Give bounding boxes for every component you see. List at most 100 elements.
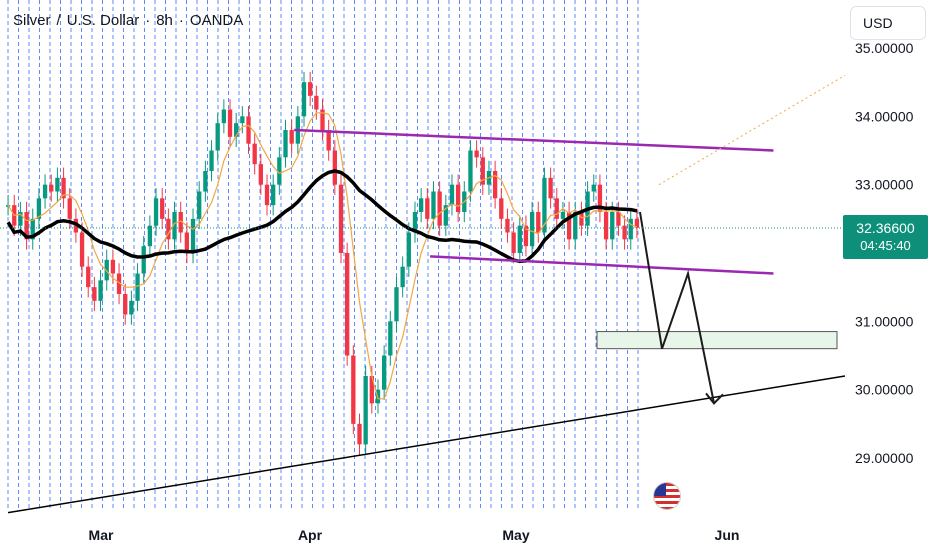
candle-body bbox=[209, 150, 214, 171]
candle-body bbox=[277, 157, 282, 185]
candle-body bbox=[104, 259, 109, 281]
candle-body bbox=[597, 184, 603, 212]
candle-body bbox=[357, 423, 362, 445]
candle-body bbox=[221, 109, 227, 124]
candle-body bbox=[314, 95, 319, 110]
candle-body bbox=[61, 177, 66, 199]
y-tick-label: 29.00000 bbox=[855, 450, 914, 466]
long-ma-line bbox=[6, 169, 638, 264]
bar-countdown: 04:45:40 bbox=[860, 238, 911, 253]
candle-body bbox=[517, 225, 522, 253]
last-price-tag: 32.36600 04:45:40 bbox=[843, 215, 928, 259]
y-tick-label: 31.00000 bbox=[855, 313, 914, 329]
candle-body bbox=[381, 355, 387, 390]
candle-body bbox=[141, 246, 146, 274]
title-separator: · bbox=[145, 12, 151, 29]
candle-body bbox=[338, 184, 344, 253]
candle-body bbox=[197, 191, 202, 219]
x-tick-label: Mar bbox=[89, 527, 114, 543]
arrow-head bbox=[705, 392, 724, 405]
candle-body bbox=[455, 184, 461, 212]
candle-body bbox=[610, 212, 615, 240]
candle-body bbox=[42, 184, 48, 199]
upper-channel-line bbox=[294, 128, 774, 152]
candle-body bbox=[18, 212, 23, 226]
candle-body bbox=[246, 116, 251, 144]
y-tick-label: 35.00000 bbox=[855, 40, 914, 56]
y-tick-label: 34.00000 bbox=[855, 108, 914, 124]
candle-body bbox=[92, 287, 97, 301]
short-ma-line bbox=[7, 112, 638, 400]
candle-body bbox=[499, 198, 504, 219]
candle-body bbox=[234, 123, 239, 137]
candle-body bbox=[603, 212, 609, 240]
candle-body bbox=[394, 287, 399, 322]
candle-body bbox=[67, 198, 72, 219]
support-trend-line bbox=[7, 375, 846, 514]
dotted-projection-line bbox=[658, 74, 846, 186]
candle-body bbox=[622, 225, 627, 240]
candle-body bbox=[468, 150, 473, 192]
candle-body bbox=[227, 109, 233, 137]
candle-body bbox=[320, 109, 325, 130]
candle-body bbox=[264, 184, 270, 206]
candle-body bbox=[579, 212, 584, 226]
candle-body bbox=[326, 130, 331, 151]
candle-body bbox=[345, 253, 350, 356]
candle-body bbox=[400, 266, 405, 288]
candle-body bbox=[363, 376, 368, 445]
candle-body bbox=[523, 225, 529, 247]
us-flag-icon[interactable] bbox=[653, 482, 681, 510]
candle-body bbox=[406, 232, 411, 267]
candle-body bbox=[573, 212, 578, 240]
candle-body bbox=[443, 205, 448, 226]
symbol-name: Silver bbox=[13, 12, 51, 29]
candle-body bbox=[153, 198, 159, 226]
candle-body bbox=[79, 232, 85, 267]
candle-body bbox=[511, 232, 516, 253]
target-zone bbox=[596, 331, 838, 350]
candle-body bbox=[369, 376, 374, 404]
interval: 8h bbox=[156, 12, 173, 29]
candle-body bbox=[110, 259, 116, 274]
candle-body bbox=[98, 280, 103, 301]
currency-button[interactable]: USD bbox=[850, 6, 926, 40]
candle-body bbox=[560, 212, 566, 219]
candle-body bbox=[351, 355, 356, 424]
data-source: OANDA bbox=[189, 12, 244, 29]
candle-body bbox=[554, 198, 559, 219]
candle-body bbox=[412, 212, 418, 233]
candle-body bbox=[616, 212, 621, 226]
candle-body bbox=[252, 143, 257, 165]
candle-body bbox=[172, 212, 177, 240]
candle-body bbox=[388, 321, 393, 356]
candle-body bbox=[536, 212, 541, 233]
candle-body bbox=[55, 177, 60, 192]
title-separator: · bbox=[178, 12, 184, 29]
candle-body bbox=[474, 150, 479, 158]
candle-body bbox=[628, 218, 633, 240]
candle-body bbox=[418, 198, 424, 212]
candle-body bbox=[190, 218, 196, 253]
candle-body bbox=[166, 218, 171, 240]
candle-body bbox=[240, 116, 245, 124]
candle-body bbox=[160, 198, 165, 219]
y-tick-label: 30.00000 bbox=[855, 382, 914, 398]
candle-body bbox=[301, 82, 307, 117]
candle-body bbox=[289, 130, 294, 144]
chart-title: Silver / U.S. Dollar · 8h · OANDA bbox=[10, 12, 246, 29]
candle-body bbox=[24, 212, 29, 240]
x-tick-label: May bbox=[502, 527, 529, 543]
quote-currency: U.S. Dollar bbox=[66, 12, 140, 29]
lower-channel-line bbox=[430, 255, 774, 275]
candle-body bbox=[147, 225, 153, 247]
candle-body bbox=[116, 273, 122, 294]
candle-body bbox=[123, 294, 128, 315]
candle-body bbox=[215, 123, 220, 151]
candle-body bbox=[492, 171, 498, 199]
projection-arrow bbox=[639, 211, 715, 404]
candle-body bbox=[449, 184, 455, 206]
candle-body bbox=[49, 184, 54, 192]
candle-body bbox=[184, 232, 190, 253]
